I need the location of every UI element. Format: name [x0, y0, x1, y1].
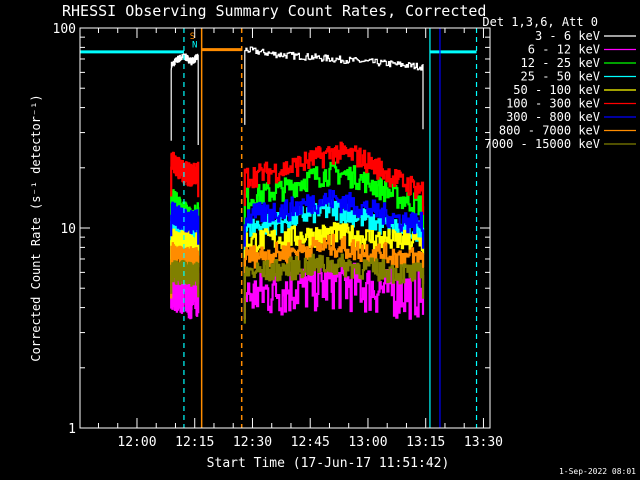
series-line-100-300-kev-seg1 — [243, 141, 425, 215]
x-tick-label-0: 12:00 — [117, 435, 156, 450]
x-tick-label-5: 13:15 — [406, 435, 445, 450]
flag-label-1: N — [192, 40, 197, 50]
y-tick-label-2: 100 — [53, 22, 76, 37]
series-line-800-7000-kev-seg0 — [170, 242, 200, 299]
axes-layer: 1 10 100 12:00 12:15 12:30 12:45 13:00 13:15 13:3… — [53, 22, 504, 450]
y-tick-label-1: 10 — [60, 222, 76, 237]
x-axis-label: Start Time (17-Jun-17 11:51:42) — [207, 456, 450, 471]
legend-label-8: 7000 - 15000 keV — [484, 137, 600, 151]
series-line-100-300-kev-seg0 — [170, 151, 200, 198]
legend-label-5: 100 - 300 keV — [506, 97, 600, 111]
y-tick-label-0: 1 — [68, 422, 76, 437]
series-line-800-7000-kev-seg1 — [243, 233, 425, 290]
legend-label-3: 25 - 50 keV — [521, 70, 600, 84]
legend-header: Det 1,3,6, Att 0 — [482, 15, 598, 29]
chart-title: RHESSI Observing Summary Count Rates, Co… — [62, 2, 486, 20]
x-tick-label-1: 12:15 — [175, 435, 214, 450]
series-line-7000-15000-kev-seg1 — [243, 253, 425, 324]
plot-frame — [79, 27, 491, 429]
legend-label-6: 300 - 800 keV — [506, 110, 600, 124]
x-tick-label-4: 13:00 — [348, 435, 387, 450]
y-axis-label: Corrected Count Rate (s⁻¹ detector⁻¹) — [29, 94, 43, 361]
legend-label-7: 800 - 7000 keV — [499, 124, 600, 138]
x-tick-label-3: 12:45 — [291, 435, 330, 450]
series-line-7000-15000-kev-seg0 — [170, 259, 200, 298]
x-tick-label-2: 12:30 — [233, 435, 272, 450]
legend-label-0: 3 - 6 keV — [535, 29, 600, 43]
footer-date: 1-Sep-2022 08:01 — [559, 467, 636, 476]
data-layer — [170, 46, 425, 324]
series-line-3-6-kev-seg0 — [170, 53, 199, 145]
legend-label-4: 50 - 100 keV — [513, 83, 600, 97]
x-tick-label-6: 13:30 — [464, 435, 503, 450]
flag-label-0: S — [190, 32, 195, 42]
legend-label-1: 6 - 12 keV — [528, 43, 600, 57]
series-line-50-100-kev-seg1 — [243, 222, 425, 268]
legend-label-2: 12 - 25 keV — [521, 56, 600, 70]
series-line-300-800-kev-seg1 — [243, 189, 425, 249]
series-line-3-6-kev-seg1 — [244, 46, 424, 130]
series-line-300-800-kev-seg0 — [170, 201, 200, 245]
marker-layer: SN — [80, 28, 478, 428]
